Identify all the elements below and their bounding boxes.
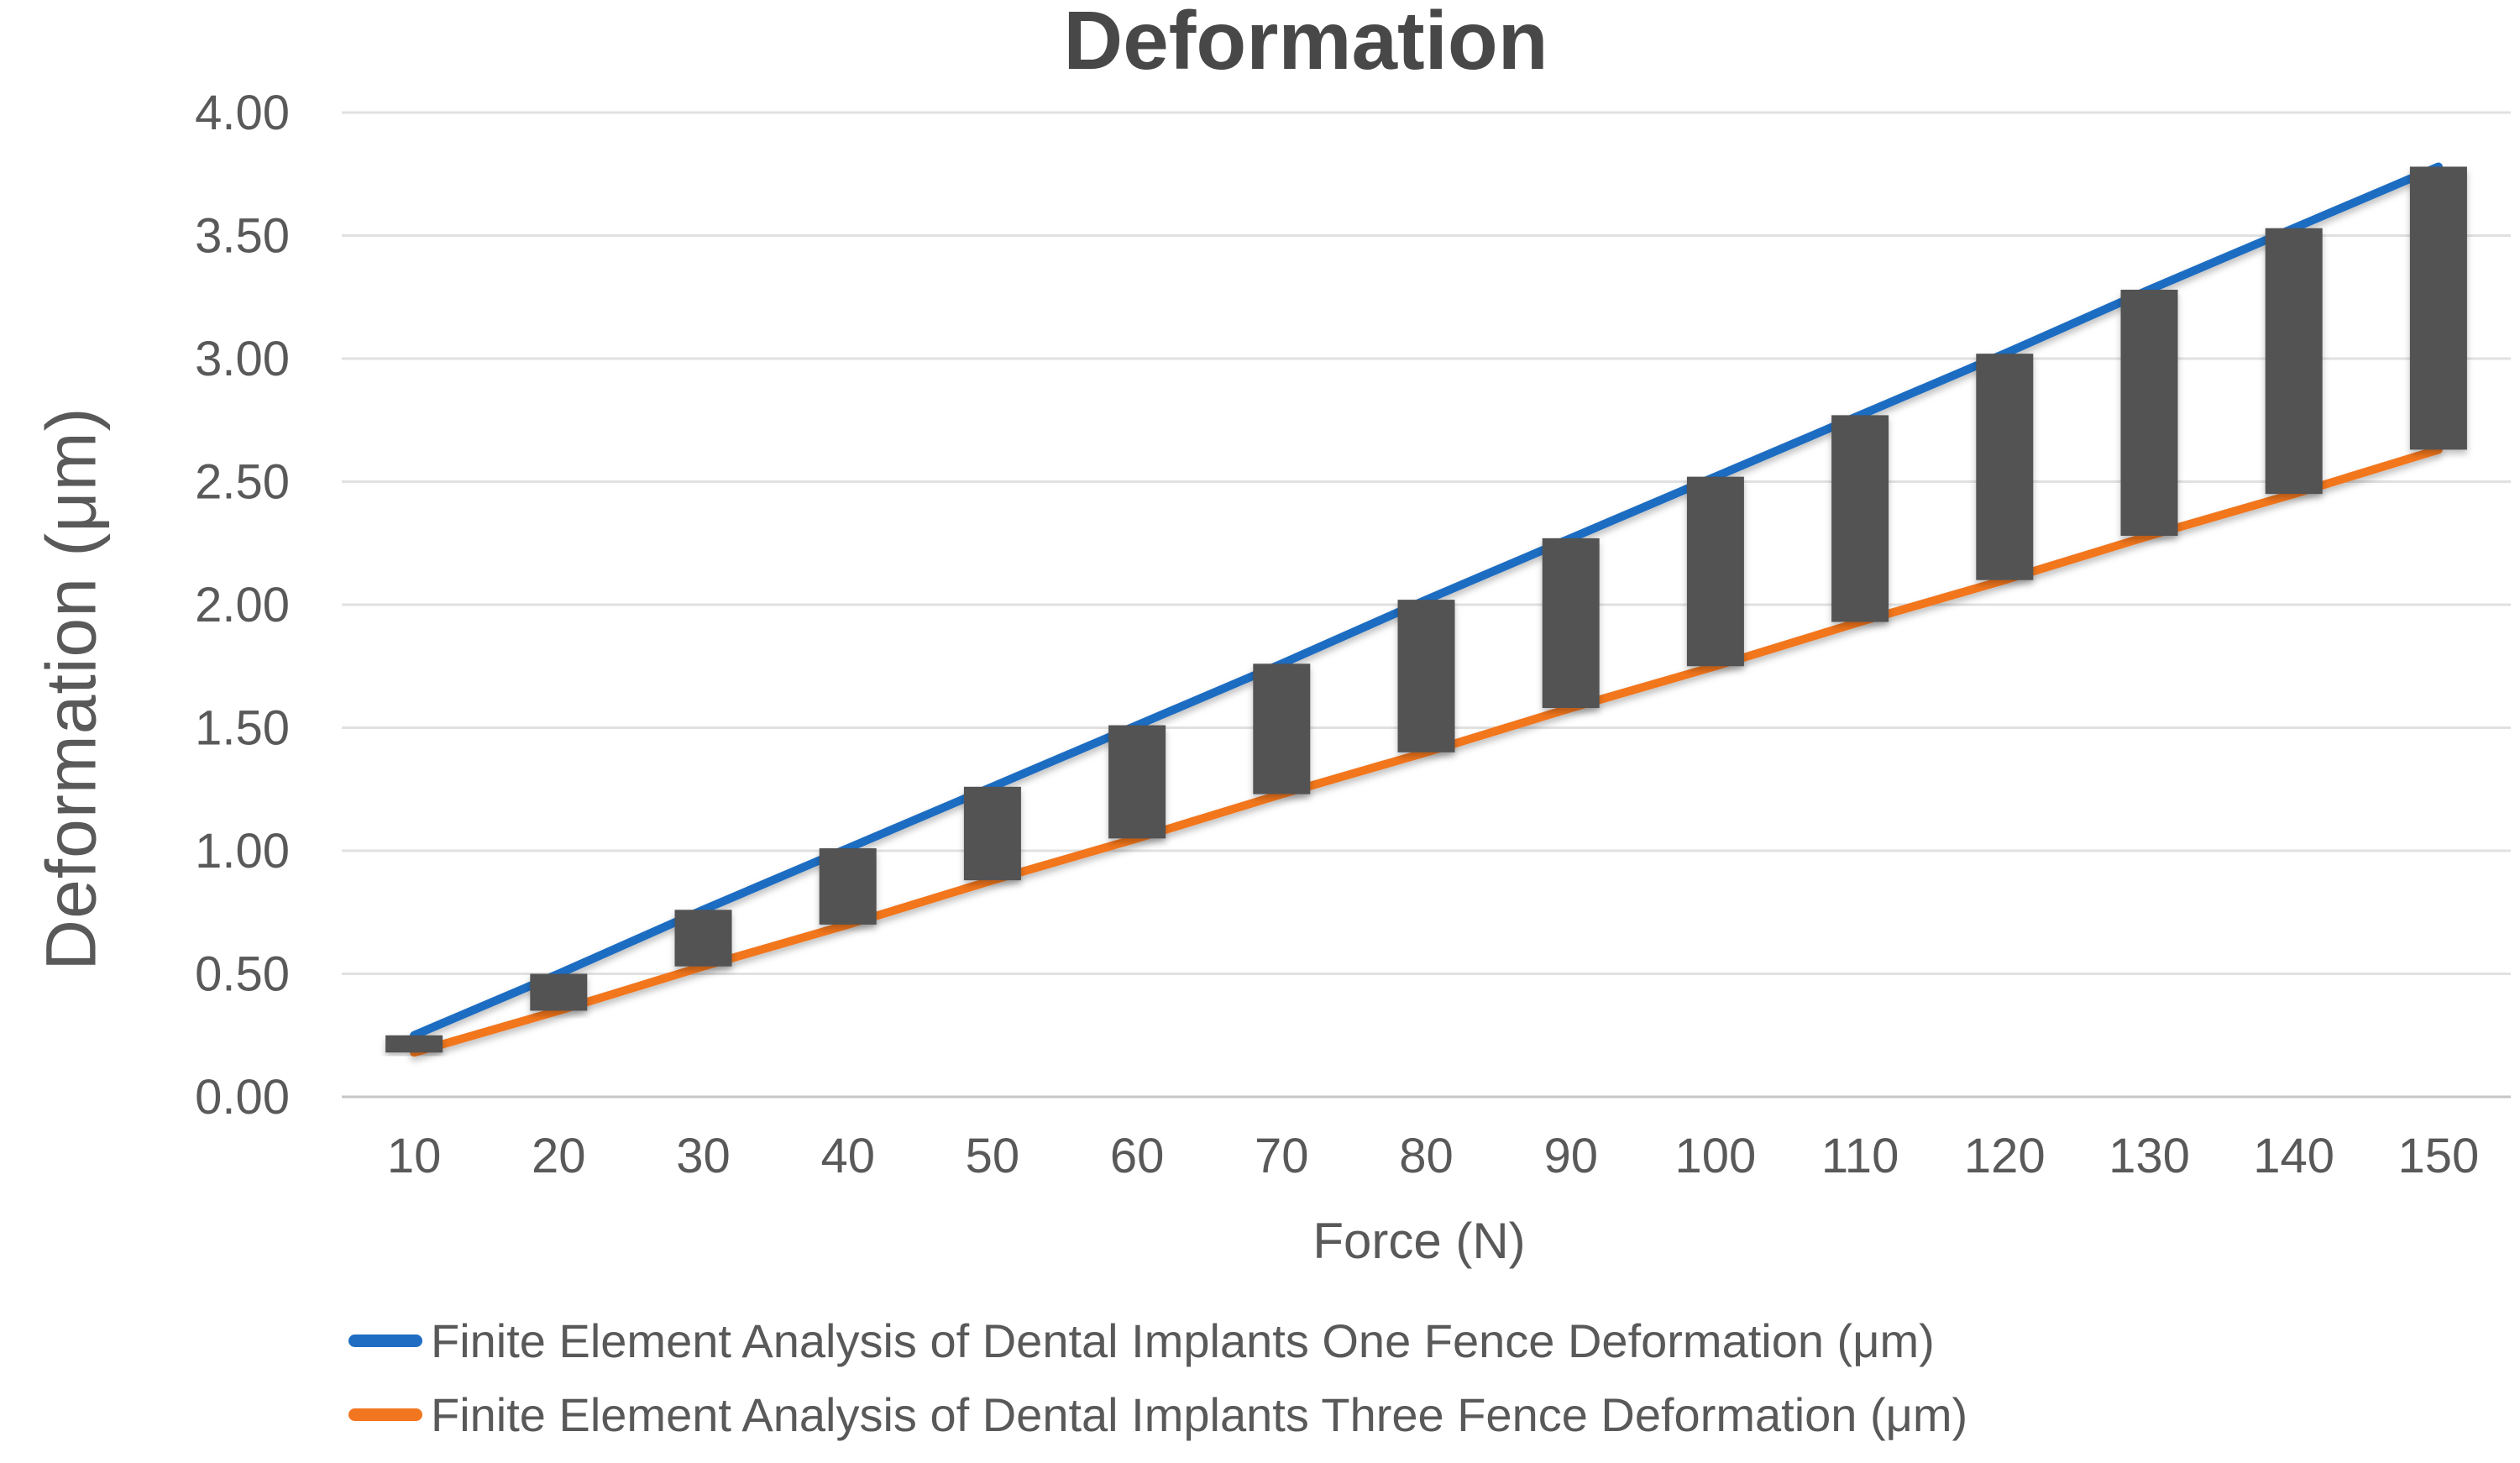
y-tick-label: 0.00 xyxy=(195,1070,290,1125)
x-tick-label: 150 xyxy=(2398,1129,2480,1183)
x-tick-label: 30 xyxy=(676,1129,731,1183)
up-down-bar xyxy=(2120,289,2178,536)
up-down-bar xyxy=(385,1035,443,1053)
y-tick-label: 3.50 xyxy=(195,209,290,264)
up-down-bar xyxy=(819,848,877,925)
up-down-bar xyxy=(1976,354,2034,580)
y-tick-label: 2.00 xyxy=(195,578,290,632)
up-down-bar xyxy=(1831,415,1889,622)
up-down-bar xyxy=(530,973,588,1011)
x-tick-label: 40 xyxy=(820,1129,875,1183)
up-down-bar xyxy=(1253,663,1311,794)
up-down-bar xyxy=(1397,600,1455,752)
x-tick-label: 70 xyxy=(1255,1129,1309,1183)
legend-item-three-fence: Finite Element Analysis of Dental Implan… xyxy=(348,1387,1967,1442)
x-tick-label: 120 xyxy=(1964,1129,2046,1183)
y-tick-label: 1.50 xyxy=(195,701,290,756)
y-tick-label: 0.50 xyxy=(195,947,290,1002)
legend-item-one-fence: Finite Element Analysis of Dental Implan… xyxy=(348,1313,1967,1368)
legend-label-three-fence: Finite Element Analysis of Dental Implan… xyxy=(431,1387,1968,1441)
x-tick-label: 90 xyxy=(1543,1129,1598,1183)
legend-label-one-fence: Finite Element Analysis of Dental Implan… xyxy=(431,1314,1935,1367)
three-fence-line-swatch xyxy=(348,1408,422,1421)
up-down-bar xyxy=(2265,228,2323,495)
x-tick-label: 140 xyxy=(2253,1129,2334,1183)
x-axis-title: Force (N) xyxy=(1312,1213,1526,1269)
x-tick-label: 130 xyxy=(2109,1129,2190,1183)
y-tick-label: 4.00 xyxy=(195,86,290,140)
x-tick-label: 110 xyxy=(1821,1129,1899,1183)
one-fence-line-swatch xyxy=(348,1334,422,1347)
y-tick-label: 1.00 xyxy=(195,824,290,878)
up-down-bar xyxy=(963,786,1021,881)
chart-title: Deformation xyxy=(1063,0,1548,87)
up-down-bar xyxy=(1108,725,1166,839)
up-down-bar xyxy=(674,910,732,967)
y-tick-label: 2.50 xyxy=(195,455,290,510)
x-tick-label: 60 xyxy=(1110,1129,1165,1183)
up-down-bar xyxy=(1542,537,1600,709)
y-tick-label: 3.00 xyxy=(195,332,290,386)
x-tick-label: 10 xyxy=(387,1129,442,1183)
x-tick-label: 20 xyxy=(532,1129,586,1183)
x-tick-label: 100 xyxy=(1675,1129,1757,1183)
x-tick-label: 50 xyxy=(966,1129,1020,1183)
up-down-bar xyxy=(1686,476,1744,667)
legend: Finite Element Analysis of Dental Implan… xyxy=(348,1313,1967,1460)
x-tick-label: 80 xyxy=(1399,1129,1454,1183)
up-down-bar xyxy=(2409,166,2467,450)
